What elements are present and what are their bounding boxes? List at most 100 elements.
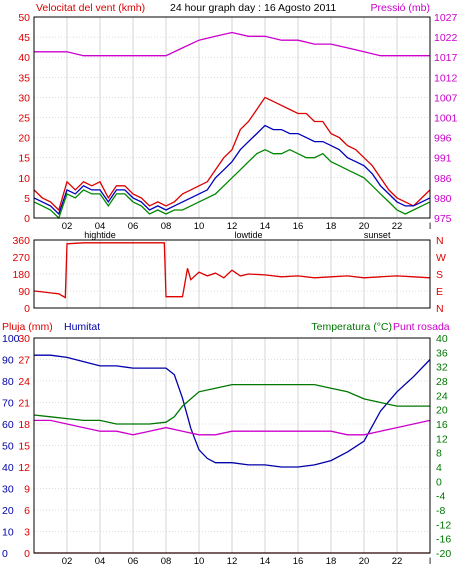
series-wind_max — [33, 96, 431, 212]
pressure-y-tick: 1001 — [434, 113, 458, 125]
temperature-y-tick: 36 — [436, 347, 448, 359]
compass-tick: S — [436, 269, 443, 281]
wind-y-tick: 20 — [18, 133, 30, 145]
pressure-y-tick: 991 — [434, 153, 452, 165]
series-wind_avg — [33, 148, 431, 220]
x-tick-label: 08 — [161, 556, 172, 566]
x-tick-label: 12 — [227, 221, 238, 232]
temperature-y-tick: 0 — [436, 476, 442, 488]
pressure-y-tick: 1027 — [434, 12, 458, 24]
x-tick-label: l — [429, 556, 431, 566]
rain-y-tick: 0 — [24, 548, 30, 560]
rain-y-tick: 27 — [18, 355, 30, 367]
pressure-y-tick: 980 — [434, 193, 452, 205]
humidity-y-tick: 80 — [2, 376, 14, 388]
temperature-y-tick: 40 — [436, 333, 448, 345]
x-tick-label: 10 — [194, 221, 205, 232]
x-tick-label: 14 — [260, 556, 271, 566]
humidity-y-tick: 70 — [2, 398, 14, 410]
direction-y-tick: 360 — [12, 235, 30, 247]
humidity-y-tick: 90 — [2, 355, 14, 367]
x-tick-label: 16 — [293, 556, 304, 566]
x-tick-label: 18 — [326, 556, 337, 566]
humidity-y-tick: 50 — [2, 441, 14, 453]
series-dewpoint — [34, 419, 431, 436]
x-tick-label: 20 — [359, 221, 370, 232]
pressure-y-tick: 1017 — [434, 52, 458, 64]
wind-ylabel-left: Velocitat del vent (kmh) — [36, 2, 145, 14]
pressure-y-tick: 975 — [434, 213, 452, 225]
tide-label: sunset — [364, 230, 391, 240]
pressure-y-tick: 1012 — [434, 72, 458, 84]
temperature-y-tick: 28 — [436, 376, 448, 388]
direction-y-tick: 90 — [18, 286, 30, 298]
compass-tick: W — [436, 252, 446, 264]
direction-y-tick: 180 — [12, 269, 30, 281]
chart-title: 24 hour graph day : 16 Agosto 2011 — [170, 2, 336, 14]
x-tick-label: l — [429, 221, 431, 232]
rain-y-tick: 30 — [18, 333, 30, 345]
wind-y-tick: 0 — [24, 213, 30, 225]
wind-y-tick: 25 — [18, 113, 30, 125]
series-wind_gust — [33, 124, 431, 216]
rain-y-tick: 21 — [18, 398, 30, 410]
x-tick-label: 06 — [128, 221, 139, 232]
rain-ylabel: Pluja (mm) — [2, 321, 53, 333]
x-tick-label: 04 — [95, 221, 106, 232]
direction-panel-frame — [33, 239, 431, 309]
wind-y-tick: 40 — [18, 52, 30, 64]
humidity-y-tick: 100 — [2, 333, 20, 345]
pressure-y-tick: 986 — [434, 173, 452, 185]
compass-tick: N — [436, 303, 444, 315]
humidity-y-tick: 0 — [2, 548, 8, 560]
pressure-y-tick: 1022 — [434, 32, 458, 44]
x-tick-label: 22 — [392, 221, 403, 232]
temperature-y-tick: 8 — [436, 448, 442, 460]
x-tick-label: 14 — [260, 221, 271, 232]
x-tick-label: 04 — [95, 556, 106, 566]
rain-y-tick: 18 — [18, 419, 30, 431]
temperature-y-tick: 20 — [436, 405, 448, 417]
temperature-y-tick: 16 — [436, 419, 448, 431]
temperature-y-tick: -8 — [436, 505, 445, 517]
x-tick-label: 08 — [161, 221, 172, 232]
wind-pressure-panel: 0 5 10 15 20 25 30 35 40 45 50 975 980 986 991 996 1001 1… — [18, 12, 457, 240]
x-tick-label: 10 — [194, 556, 205, 566]
x-tick-label: 20 — [359, 556, 370, 566]
weather-panel-frame — [33, 337, 431, 554]
x-tick-label: 02 — [62, 556, 73, 566]
x-tick-label: 02 — [62, 221, 73, 232]
x-tick-label: 16 — [293, 221, 304, 232]
tide-label: hightide — [84, 230, 116, 240]
wind-y-tick: 15 — [18, 153, 30, 165]
wind-y-tick: 45 — [18, 32, 30, 44]
dewpoint-ylabel: Punt rosada — [393, 321, 450, 333]
humidity-y-tick: 40 — [2, 462, 14, 474]
compass-tick: N — [436, 235, 444, 247]
wind-y-tick: 35 — [18, 72, 30, 84]
rain-y-tick: 12 — [18, 462, 30, 474]
temperature-y-tick: 32 — [436, 362, 448, 374]
series-temperature — [33, 383, 430, 425]
x-tick-label: 22 — [392, 556, 403, 566]
rain-y-tick: 24 — [18, 376, 30, 388]
rain-y-tick: 15 — [18, 441, 30, 453]
pressure-y-tick: 1007 — [434, 92, 458, 104]
wind-y-tick: 30 — [18, 92, 30, 104]
temperature-y-tick: -16 — [436, 534, 451, 546]
temperature-y-tick: -20 — [436, 548, 451, 560]
temperature-y-tick: 24 — [436, 390, 448, 402]
humidity-y-tick: 10 — [2, 527, 14, 539]
rain-y-tick: 9 — [24, 484, 30, 496]
x-tick-label: 12 — [227, 556, 238, 566]
rain-y-tick: 6 — [24, 505, 30, 517]
pressure-y-tick: 996 — [434, 133, 452, 145]
wind-panel-frame — [33, 16, 431, 219]
wind-y-tick: 50 — [18, 12, 30, 24]
wind-ylabel-right: Pressió (mb) — [370, 2, 430, 14]
direction-y-tick: 270 — [12, 252, 30, 264]
